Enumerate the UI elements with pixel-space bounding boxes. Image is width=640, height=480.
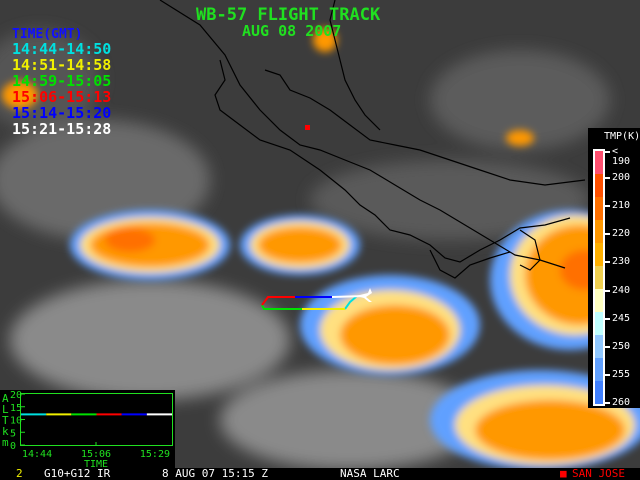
colorbar-swatch: [595, 151, 603, 174]
colorbar-label: 240: [612, 284, 631, 296]
colorbar-label: 250: [612, 340, 631, 352]
colorbar-tick: [604, 151, 610, 153]
map-date: AUG 08 2007: [242, 22, 342, 40]
aircraft-icon: [356, 288, 372, 302]
marker-legend-label: SAN JOSE: [572, 467, 625, 480]
x-axis-label: TIME: [84, 459, 108, 468]
colorbar-label: 230: [612, 256, 631, 268]
y-tick-label: 15: [10, 403, 22, 414]
colorbar-swatch: [595, 174, 603, 197]
y-tick-label: 0: [10, 441, 16, 452]
altitude-plot-frame: [20, 393, 173, 446]
san-jose-marker: [305, 125, 310, 130]
coastlines: [159, 0, 586, 279]
colorbar-label: 245: [612, 312, 631, 324]
y-axis-label-char: k: [2, 425, 9, 438]
y-axis-label-char: m: [2, 436, 9, 449]
status-bar: 2 G10+G12 IR 8 AUG 07 15:15 Z NASA LARC …: [0, 468, 640, 480]
legend-item: 15:21-15:28: [12, 120, 112, 138]
temperature-colorbar: TMP(K) < 190 200 210 220 230 240 245 250 255 260: [588, 128, 640, 408]
colorbar-swatch: [595, 197, 603, 220]
colorbar-tick: [604, 289, 610, 292]
x-tick-label: 14:44: [22, 449, 52, 460]
colorbar-swatch: [595, 243, 603, 266]
colorbar-swatch: [595, 289, 603, 312]
legend-item: 15:06-15:13: [12, 88, 112, 106]
colorbar-tick: [604, 205, 610, 208]
y-axis-label-char: L: [2, 403, 9, 416]
colorbar-label: 260: [612, 397, 631, 408]
legend-header: TIME(GMT): [12, 27, 83, 42]
y-tick-label: 5: [10, 428, 16, 439]
colorbar-swatch: [595, 266, 603, 289]
colorbar-swatch: [595, 335, 603, 358]
legend-item: 14:44-14:50: [12, 40, 112, 58]
colorbar-swatch: [595, 381, 603, 404]
y-tick-label: 10: [10, 416, 22, 427]
colorbar-label: 200: [612, 172, 631, 184]
map-title: WB-57 FLIGHT TRACK: [196, 5, 381, 25]
legend-item: 14:51-14:58: [12, 56, 112, 74]
flight-track: [261, 295, 366, 310]
legend-item: 14:59-15:05: [12, 72, 112, 90]
colorbar-tick: [604, 345, 610, 348]
colorbar-swatch: [595, 220, 603, 243]
x-tick-label: 15:29: [140, 449, 170, 460]
colorbar-tick: [604, 402, 610, 404]
colorbar-title: TMP(K): [604, 131, 640, 142]
colorbar-tick: [604, 261, 610, 264]
legend-item: 15:14-15:20: [12, 104, 112, 122]
y-axis-label-char: A: [2, 392, 9, 405]
timestamp: 8 AUG 07 15:15 Z: [162, 467, 268, 480]
satellite-ir-map: [0, 0, 640, 468]
satellite-label: G10+G12 IR: [44, 467, 111, 480]
colorbar-swatch: [595, 358, 603, 381]
colorbar-label: 210: [612, 200, 631, 212]
y-tick-label: 20: [10, 390, 22, 401]
colorbar-label: 220: [612, 228, 631, 240]
frame-number: 2: [16, 467, 23, 480]
marker-legend-icon: ■: [560, 467, 567, 480]
colorbar-tick: [604, 177, 610, 180]
colorbar-tick: [604, 317, 610, 320]
colorbar-tick: [604, 233, 610, 236]
colorbar-label: 255: [612, 368, 631, 380]
y-axis-label-char: T: [2, 414, 9, 427]
x-tick-label: 15:06: [81, 449, 111, 460]
colorbar-swatch: [595, 312, 603, 335]
colorbar-label: < 190: [612, 146, 631, 167]
source-label: NASA LARC: [340, 467, 400, 480]
colorbar-strip: [593, 149, 605, 406]
colorbar-tick: [604, 373, 610, 376]
